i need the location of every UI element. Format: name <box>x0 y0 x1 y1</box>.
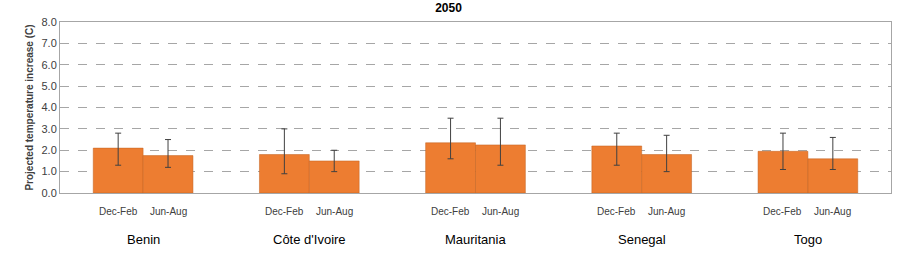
svg-text:1.0: 1.0 <box>42 165 57 177</box>
svg-text:Togo: Togo <box>794 232 822 247</box>
svg-text:0.0: 0.0 <box>42 187 57 199</box>
svg-text:7.0: 7.0 <box>42 37 57 49</box>
svg-text:Mauritania: Mauritania <box>445 232 506 247</box>
svg-text:3.0: 3.0 <box>42 123 57 135</box>
svg-text:Jun-Aug: Jun-Aug <box>648 206 685 217</box>
svg-text:5.0: 5.0 <box>42 80 57 92</box>
svg-text:Dec-Feb: Dec-Feb <box>597 206 636 217</box>
svg-text:Dec-Feb: Dec-Feb <box>265 206 304 217</box>
svg-text:6.0: 6.0 <box>42 59 57 71</box>
svg-text:2.0: 2.0 <box>42 144 57 156</box>
svg-text:Dec-Feb: Dec-Feb <box>431 206 470 217</box>
svg-text:4.0: 4.0 <box>42 101 57 113</box>
svg-text:Jun-Aug: Jun-Aug <box>150 206 187 217</box>
svg-text:Jun-Aug: Jun-Aug <box>316 206 353 217</box>
svg-text:Côte d'Ivoire: Côte d'Ivoire <box>273 232 346 247</box>
svg-text:Benin: Benin <box>127 232 160 247</box>
svg-text:Dec-Feb: Dec-Feb <box>763 206 802 217</box>
svg-text:Jun-Aug: Jun-Aug <box>482 206 519 217</box>
svg-text:8.0: 8.0 <box>42 16 57 28</box>
svg-text:Projected temperature increase: Projected temperature increase (C) <box>24 24 35 190</box>
svg-text:Senegal: Senegal <box>618 232 666 247</box>
svg-text:2050: 2050 <box>435 1 462 15</box>
svg-text:Jun-Aug: Jun-Aug <box>814 206 851 217</box>
svg-text:Dec-Feb: Dec-Feb <box>99 206 138 217</box>
